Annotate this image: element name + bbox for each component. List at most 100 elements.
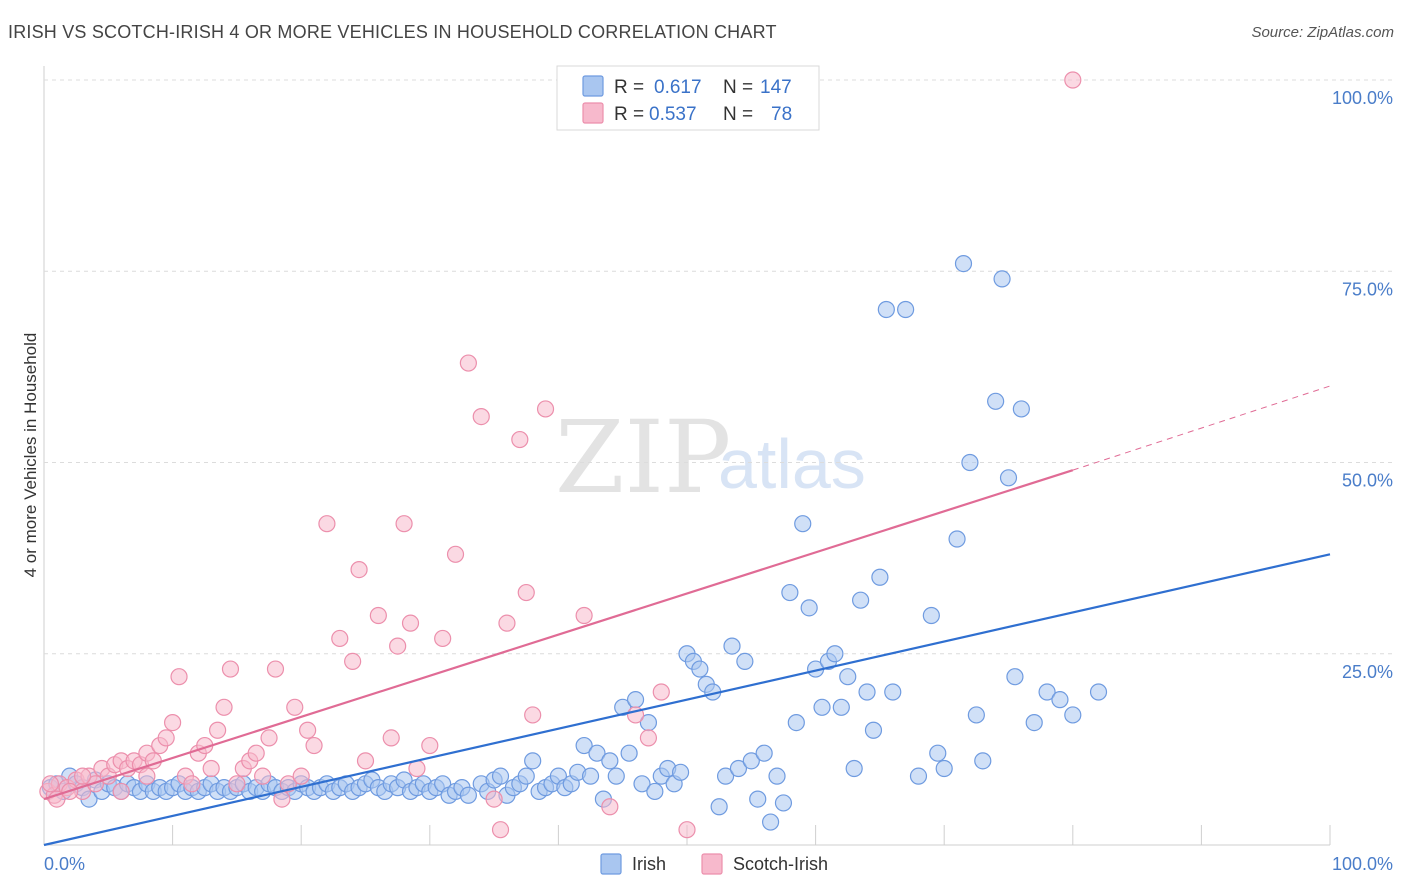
legend-r-value-irish: 0.617 <box>654 77 702 98</box>
scotch-irish-point-65 <box>575 606 593 625</box>
y-tick-label-2: 50.0% <box>1342 471 1393 491</box>
irish-point-117 <box>800 599 818 617</box>
irish-point-93 <box>646 782 664 801</box>
scotch-irish-trend-line <box>43 469 1074 801</box>
irish-point-90 <box>626 691 645 709</box>
x-ticks <box>43 825 1331 845</box>
legend-n-label-scotch-irish: N = <box>723 104 753 125</box>
scotch-irish-point-19 <box>164 713 182 732</box>
scotch-irish-point-63 <box>524 706 542 724</box>
irish-point-124 <box>845 759 863 778</box>
scotch-irish-point-26 <box>209 721 227 739</box>
scotch-irish-point-51 <box>401 614 420 632</box>
scotch-irish-point-69 <box>652 683 670 701</box>
scotch-irish-point-18 <box>157 729 175 747</box>
legend-n-label-irish: N = <box>723 77 753 98</box>
scotch-irish-point-71 <box>1064 71 1082 89</box>
scotch-irish-point-57 <box>472 408 490 426</box>
irish-trend-line <box>43 553 1331 847</box>
bottom-legend-label-irish: Irish <box>632 854 666 874</box>
irish-point-140 <box>974 752 992 770</box>
irish-point-111 <box>761 813 780 831</box>
irish-point-147 <box>1038 683 1056 701</box>
irish-point-137 <box>954 255 973 273</box>
chart-source: Source: ZipAtlas.com <box>1251 24 1394 41</box>
x-tick-label-1: 100.0% <box>1332 854 1393 874</box>
irish-point-132 <box>909 767 928 785</box>
irish-point-142 <box>993 270 1011 288</box>
watermark-zip: ZIP <box>555 399 731 516</box>
irish-point-87 <box>607 767 625 785</box>
scotch-irish-point-20 <box>170 668 188 686</box>
irish-point-84 <box>588 744 606 762</box>
irish-point-109 <box>749 790 767 808</box>
scotch-irish-point-41 <box>305 736 323 755</box>
watermark-atlas: atlas <box>718 425 866 503</box>
irish-point-114 <box>781 583 799 602</box>
scotch-irish-point-40 <box>299 721 317 739</box>
irish-point-106 <box>729 759 748 778</box>
trend-lines <box>43 385 1331 847</box>
legend-box: R = 0.617 N = 147 R = 0.537 N = 78 <box>556 65 820 131</box>
scotch-irish-point-59 <box>491 821 510 839</box>
scotch-irish-point-54 <box>434 629 452 648</box>
x-tick-labels: 0.0% 100.0% <box>44 854 1393 874</box>
irish-point-123 <box>839 668 857 686</box>
chart-title: IRISH VS SCOTCH-IRISH 4 OR MORE VEHICLES… <box>8 22 777 42</box>
scotch-irish-point-60 <box>498 614 516 632</box>
irish-point-122 <box>832 698 850 716</box>
bottom-legend-label-scotch-irish: Scotch-Irish <box>733 854 828 874</box>
irish-point-141 <box>987 392 1005 410</box>
scotch-irish-point-28 <box>221 660 240 678</box>
scotch-irish-point-35 <box>266 660 285 678</box>
irish-point-119 <box>813 698 831 716</box>
y-tick-label-1: 75.0% <box>1342 279 1393 299</box>
irish-point-135 <box>935 759 953 778</box>
irish-point-73 <box>517 767 535 785</box>
bottom-legend-swatch-scotch-irish <box>701 853 723 875</box>
irish-point-131 <box>897 300 915 319</box>
legend-r-label-scotch-irish: R = <box>614 104 644 125</box>
scotch-irish-points <box>39 71 1082 839</box>
irish-point-91 <box>633 775 651 793</box>
irish-point-100 <box>691 660 709 678</box>
scotch-irish-point-22 <box>183 775 201 793</box>
scotch-irish-point-76 <box>112 782 130 801</box>
scotch-irish-point-58 <box>485 790 503 808</box>
scotch-irish-point-62 <box>517 583 535 602</box>
bottom-legend-swatch-irish <box>600 853 622 875</box>
irish-point-74 <box>524 752 542 770</box>
irish-point-148 <box>1051 691 1069 709</box>
irish-point-65 <box>459 786 477 804</box>
irish-point-69 <box>491 767 510 785</box>
irish-point-83 <box>581 767 600 785</box>
irish-point-143 <box>999 469 1018 487</box>
irish-point-97 <box>671 763 690 781</box>
x-tick-label-0: 0.0% <box>44 854 85 874</box>
legend-r-label-irish: R = <box>614 77 644 98</box>
scotch-irish-point-46 <box>356 752 375 770</box>
irish-point-115 <box>787 713 805 732</box>
scotch-irish-point-27 <box>215 698 233 716</box>
scotch-irish-point-70 <box>678 821 696 839</box>
legend-swatch-scotch-irish <box>582 102 604 124</box>
scotch-irish-trend-extension <box>1072 385 1331 471</box>
scotch-irish-point-25 <box>202 759 220 778</box>
legend-swatch-irish <box>582 75 604 97</box>
watermark: ZIP atlas <box>555 399 866 516</box>
scotch-irish-point-49 <box>389 637 407 655</box>
irish-point-112 <box>768 767 786 785</box>
scotch-irish-point-64 <box>536 400 555 418</box>
scotch-irish-point-77 <box>138 767 156 785</box>
irish-point-116 <box>794 515 812 533</box>
scotch-irish-point-55 <box>446 545 465 563</box>
irish-point-130 <box>884 683 902 701</box>
y-axis-label: 4 or more Vehicles in Household <box>21 333 40 578</box>
irish-point-133 <box>922 606 940 625</box>
irish-point-105 <box>723 637 741 655</box>
irish-point-82 <box>575 736 593 755</box>
irish-point-103 <box>710 798 728 816</box>
scotch-irish-point-44 <box>344 652 362 671</box>
scotch-irish-point-39 <box>292 767 310 785</box>
